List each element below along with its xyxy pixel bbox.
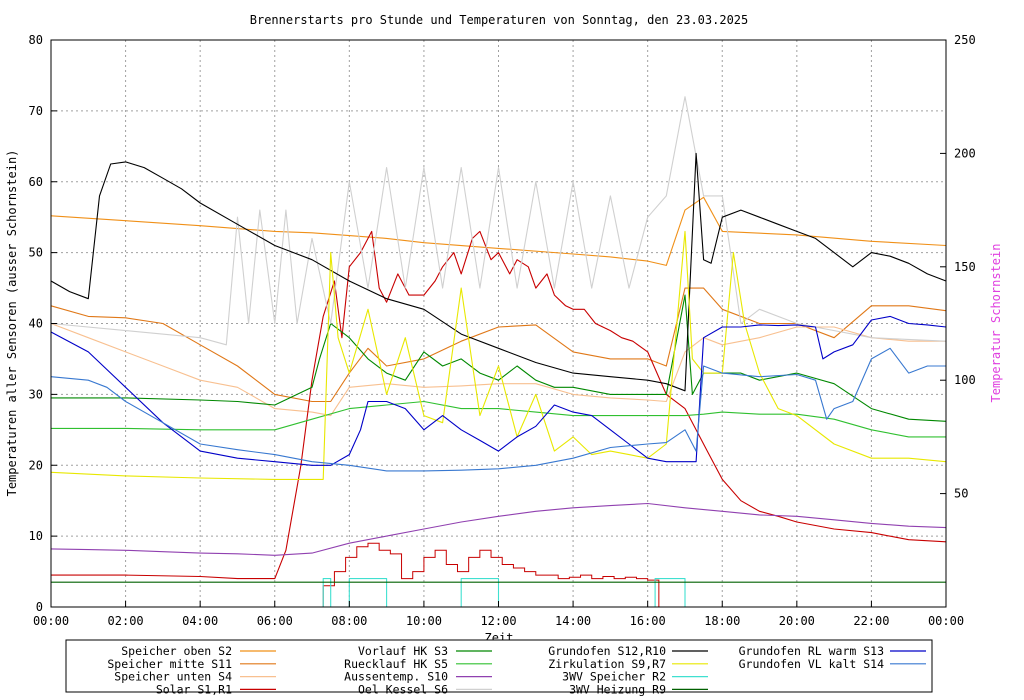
legend-label: Grundofen S12,R10 — [548, 644, 666, 658]
x-tick-label: 22:00 — [853, 614, 889, 628]
y2-tick-label: 250 — [954, 33, 976, 47]
legend-label: 3WV Speicher R2 — [562, 670, 666, 684]
y-tick-label: 50 — [29, 246, 43, 260]
y-tick-label: 40 — [29, 317, 43, 331]
y-tick-label: 60 — [29, 175, 43, 189]
x-tick-label: 14:00 — [555, 614, 591, 628]
x-tick-label: 18:00 — [704, 614, 740, 628]
y-tick-label: 10 — [29, 529, 43, 543]
series-line-3wv-speicher — [322, 578, 686, 608]
y2-tick-label: 50 — [954, 487, 968, 501]
y-tick-label: 30 — [29, 387, 43, 401]
legend-label: Ruecklauf HK S5 — [344, 657, 448, 671]
series-line-grundofen-rl-warm — [50, 315, 947, 466]
x-tick-label: 02:00 — [108, 614, 144, 628]
legend-label: 3WV Heizung R9 — [569, 682, 666, 696]
series-line-solar — [51, 230, 947, 580]
legend-label: Zirkulation S9,R7 — [548, 657, 666, 671]
series-line-speicher-oben — [50, 196, 947, 266]
series-line-grundofen — [50, 152, 947, 392]
x-tick-label: 08:00 — [331, 614, 367, 628]
legend-label: Oel Kessel S6 — [358, 682, 448, 696]
series-line-speicher-mitte — [50, 287, 947, 403]
x-tick-label: 10:00 — [406, 614, 442, 628]
x-tick-label: 16:00 — [630, 614, 666, 628]
y-tick-label: 0 — [36, 600, 43, 614]
series-line-vorlauf-hk — [51, 294, 947, 422]
series-layer — [50, 96, 947, 608]
burner-starts-steps — [322, 542, 660, 607]
y-tick-label: 20 — [29, 458, 43, 472]
legend-label: Vorlauf HK S3 — [358, 644, 448, 658]
series-line-aussentemp — [50, 502, 947, 556]
chart-title: Brennerstarts pro Stunde und Temperature… — [250, 13, 749, 27]
series-line-speicher-unten — [50, 322, 946, 417]
x-tick-label: 06:00 — [257, 614, 293, 628]
series-line-zirkulation — [50, 230, 947, 480]
y-axis-label: Temperaturen aller Sensoren (ausser Scho… — [5, 150, 19, 497]
legend-label: Speicher oben S2 — [121, 644, 232, 658]
y2-tick-label: 150 — [954, 260, 976, 274]
x-tick-label: 12:00 — [480, 614, 516, 628]
legend-label: Aussentemp. S10 — [344, 670, 448, 684]
x-tick-label: 00:00 — [33, 614, 69, 628]
series-line-ruecklauf-hk — [51, 400, 946, 438]
x-tick-label: 04:00 — [182, 614, 218, 628]
legend-label: Speicher unten S4 — [114, 670, 232, 684]
series-line-grundofen-vl-kalt — [50, 347, 946, 472]
legend-label: Grundofen RL warm S13 — [739, 644, 884, 658]
grid-layer — [51, 40, 946, 607]
x-tick-label: 20:00 — [779, 614, 815, 628]
y-tick-label: 80 — [29, 33, 43, 47]
legend-label: Speicher mitte S11 — [107, 657, 232, 671]
y2-tick-label: 200 — [954, 146, 976, 160]
legend-box — [65, 639, 933, 693]
y2-axis-label: Temperatur Schornstein — [989, 244, 1003, 403]
axes-layer: 0 10 20 30 40 50 60 70 80 50 100 150 200 250 00:00 02:0… — [29, 33, 976, 628]
x-tick-label: 00:00 — [928, 614, 964, 628]
legend-label: Grundofen VL kalt S14 — [739, 657, 884, 671]
y-tick-label: 70 — [29, 104, 43, 118]
plot-frame — [50, 39, 947, 608]
y2-tick-label: 100 — [954, 373, 976, 387]
series-line-oel-kessel — [50, 96, 947, 346]
legend-label: Solar S1,R1 — [156, 682, 232, 696]
